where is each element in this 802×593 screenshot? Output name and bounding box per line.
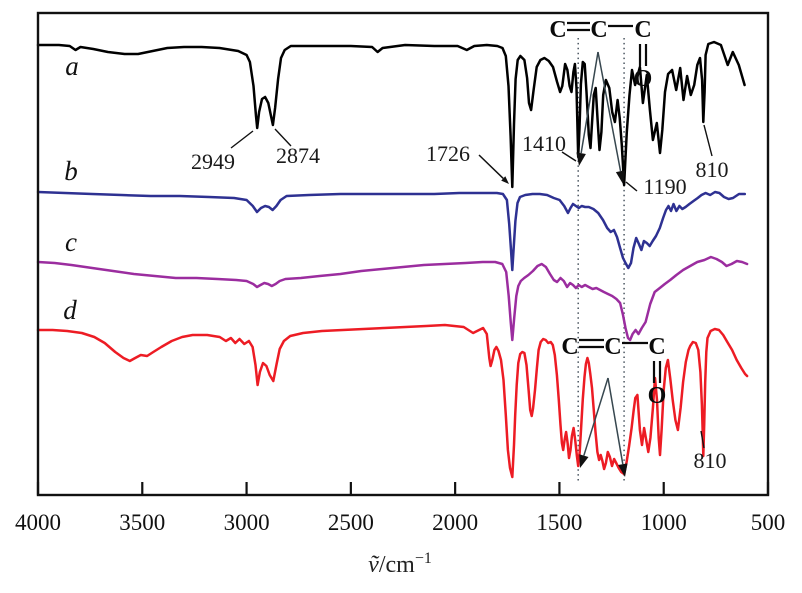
assignment-arrow-2-line	[583, 377, 609, 456]
peak-leader-2-head	[501, 176, 509, 184]
peak-leader-2-line	[478, 154, 504, 179]
x-tick-label: 4000	[15, 510, 61, 535]
x-tick-label: 1500	[536, 510, 582, 535]
x-axis-title-superscript: −1	[415, 550, 432, 567]
x-tick-label: 2000	[432, 510, 478, 535]
spectrum-d-curve	[36, 323, 749, 479]
structure-1-atom-c: C	[648, 334, 665, 360]
structure-0-atom-o: O	[634, 66, 653, 92]
peak-label-1410: 1410	[522, 131, 566, 156]
curve-label-c: c	[65, 227, 77, 257]
assignment-arrow-0-head	[576, 152, 586, 166]
curve-label-d: d	[63, 295, 77, 325]
spectrum-c-curve	[36, 255, 749, 342]
peak-leader-6	[700, 430, 705, 449]
x-tick-label: 3000	[224, 510, 270, 535]
peak-label-810: 810	[696, 157, 729, 182]
structure-1-atom-c: C	[604, 334, 621, 360]
assignment-arrow-1-line	[597, 51, 622, 172]
x-axis-title-unit: /cm	[379, 552, 415, 578]
x-tick-label: 1000	[641, 510, 687, 535]
curve-label-a: a	[65, 51, 79, 81]
x-axis-title: ṽ/cm−1	[368, 550, 432, 578]
spectrum-b-curve	[36, 190, 747, 272]
assignment-arrow-0-line	[580, 51, 599, 154]
peak-label-2949: 2949	[191, 149, 235, 174]
x-tick-label: 3500	[119, 510, 165, 535]
peak-leader-1	[274, 128, 292, 147]
assignment-arrow-3-head	[618, 463, 628, 477]
peak-label-1190: 1190	[643, 174, 686, 199]
peak-label-1726: 1726	[426, 141, 470, 166]
peak-label-810: 810	[694, 448, 727, 473]
peak-leader-0	[230, 130, 254, 149]
x-tick-label: 2500	[328, 510, 374, 535]
peak-leader-3	[561, 151, 577, 162]
assignment-arrow-3-line	[607, 377, 624, 465]
structure-0-atom-c: C	[590, 17, 607, 43]
spectrum-a-curve	[36, 40, 746, 189]
plot-frame	[36, 11, 770, 497]
peak-label-2874: 2874	[276, 143, 320, 168]
structure-1-atom-c: C	[561, 334, 578, 360]
x-tick-label: 500	[751, 510, 786, 535]
structure-0-atom-c: C	[549, 17, 566, 43]
curve-label-b: b	[64, 156, 78, 186]
assignment-arrow-1-head	[615, 170, 626, 184]
peak-leader-4	[625, 181, 638, 192]
assignment-arrow-2-head	[579, 454, 589, 468]
structure-1-atom-o: O	[648, 383, 667, 409]
peak-leader-5	[703, 124, 713, 157]
structure-0-atom-c: C	[634, 17, 651, 43]
x-axis-title-variable: ṽ	[368, 552, 380, 578]
